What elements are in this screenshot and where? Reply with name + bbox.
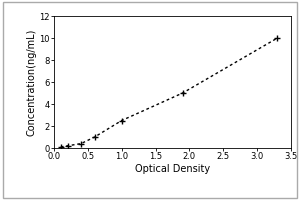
Y-axis label: Concentration(ng/mL): Concentration(ng/mL) — [27, 28, 37, 136]
X-axis label: Optical Density: Optical Density — [135, 164, 210, 174]
